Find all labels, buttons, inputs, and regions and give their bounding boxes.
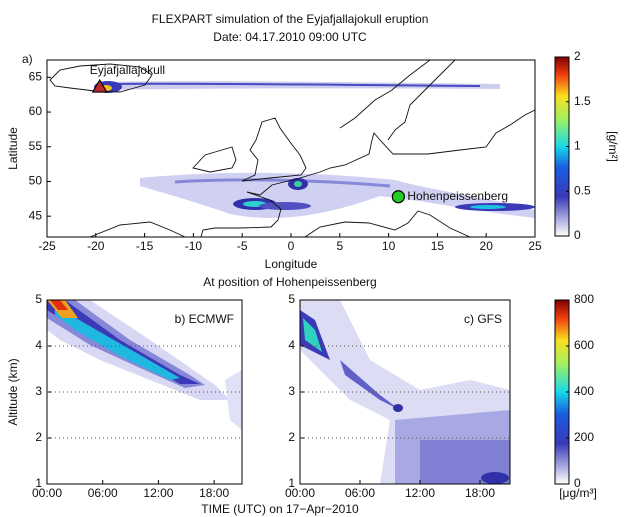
x-tick-label: -5 <box>237 239 248 253</box>
plume-field <box>49 60 535 237</box>
y-tick-label: 1 <box>35 476 42 490</box>
x-tick-label: 06:00 <box>345 486 375 500</box>
x-tick-label: 00:00 <box>285 486 315 500</box>
y-tick-label: 2 <box>288 430 295 444</box>
site-marker <box>91 78 108 93</box>
x-tick-label: 06:00 <box>88 486 118 500</box>
colorbar-tick-label: 0 <box>574 228 581 242</box>
panel-title: c) GFS <box>464 312 502 326</box>
x-tick-label: -20 <box>87 239 105 253</box>
site-label: Hohenpeissenberg <box>407 189 508 203</box>
y-tick-label: 45 <box>29 208 43 222</box>
y-tick-label: 1 <box>288 476 295 490</box>
colorbar-tick-label: 600 <box>574 338 594 352</box>
y-tick-label: 3 <box>288 384 295 398</box>
colorbar-tick-label: 1 <box>574 139 581 153</box>
y-tick-label: 50 <box>29 174 43 188</box>
colorbar-label: [μg/m³] <box>559 486 597 500</box>
y-axis-label: Latitude <box>6 127 20 170</box>
colorbar-tick-label: 0 <box>574 476 581 490</box>
y-tick-label: 55 <box>29 139 43 153</box>
site-label: Eyjafjallajokull <box>90 63 165 77</box>
y-tick-label: 5 <box>288 292 295 306</box>
x-axis-label: Longitude <box>265 257 318 271</box>
section-title: At position of Hohenpeissenberg <box>203 275 376 289</box>
site-marker <box>391 190 405 204</box>
y-tick-label: 60 <box>29 104 43 118</box>
y-tick-label: 65 <box>29 70 43 84</box>
contour-field <box>47 300 242 430</box>
x-tick-label: 18:00 <box>465 486 495 500</box>
x-tick-label: -25 <box>38 239 56 253</box>
colorbar-tick-label: 2 <box>574 49 581 63</box>
y-tick-label: 5 <box>35 292 42 306</box>
panel-title: b) ECMWF <box>175 312 234 326</box>
y-tick-label: 3 <box>35 384 42 398</box>
x-tick-label: -15 <box>136 239 154 253</box>
x-axis-label: TIME (UTC) on 17−Apr−2010 <box>201 502 359 516</box>
colorbar-label: [g/m²] <box>606 131 620 162</box>
y-tick-label: 2 <box>35 430 42 444</box>
colorbar-tick-label: 200 <box>574 430 594 444</box>
x-tick-label: 10 <box>382 239 396 253</box>
figure-title: FLEXPART simulation of the Eyjafjallajok… <box>152 12 429 26</box>
figure-subtitle: Date: 04.17.2010 09:00 UTC <box>213 30 367 44</box>
y-tick-label: 4 <box>35 338 42 352</box>
colorbar-tick-label: 1.5 <box>574 94 591 108</box>
x-tick-label: 20 <box>480 239 494 253</box>
y-axis-label: Altitude (km) <box>6 358 20 425</box>
colorbar-tick-label: 800 <box>574 292 594 306</box>
x-tick-label: 00:00 <box>32 486 62 500</box>
y-tick-label: 4 <box>288 338 295 352</box>
x-tick-label: 18:00 <box>199 486 229 500</box>
x-tick-label: 12:00 <box>143 486 173 500</box>
colorbar-tick-label: 0.5 <box>574 183 591 197</box>
colorbar-tick-label: 400 <box>574 384 594 398</box>
x-tick-label: 5 <box>336 239 343 253</box>
x-tick-label: 12:00 <box>405 486 435 500</box>
panel-label: a) <box>22 52 33 66</box>
x-tick-label: 25 <box>528 239 542 253</box>
x-tick-label: 0 <box>288 239 295 253</box>
x-tick-label: -10 <box>185 239 203 253</box>
x-tick-label: 15 <box>431 239 445 253</box>
